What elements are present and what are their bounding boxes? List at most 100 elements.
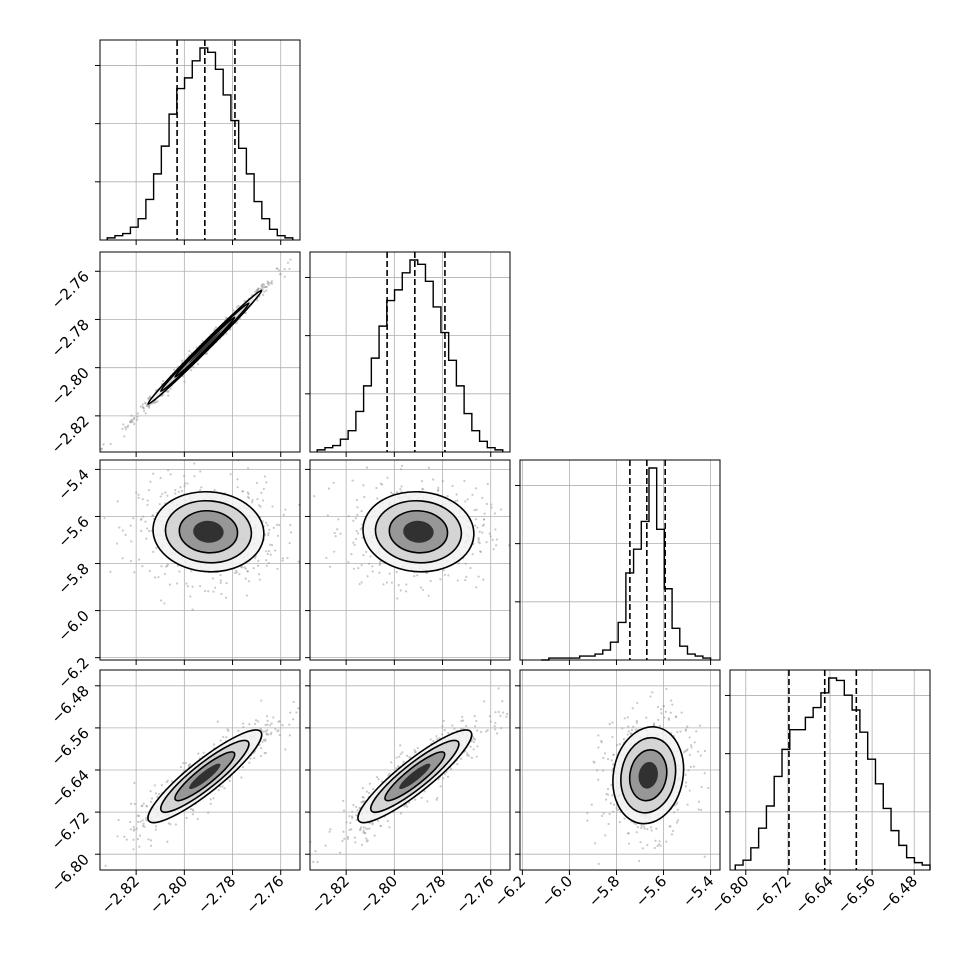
scatter-point xyxy=(262,487,265,491)
scatter-point xyxy=(451,484,454,488)
scatter-point xyxy=(405,590,408,593)
x-tick-label: −2.78 xyxy=(404,872,449,917)
scatter-point xyxy=(278,733,281,737)
scatter-point xyxy=(483,700,486,703)
scatter-point xyxy=(399,468,403,471)
scatter-point xyxy=(683,751,686,754)
scatter-point xyxy=(665,687,668,691)
scatter-point xyxy=(259,287,262,290)
scatter-point xyxy=(455,493,458,496)
scatter-point xyxy=(129,828,132,831)
scatter-point xyxy=(153,401,156,404)
x-tick-label: −6.2 xyxy=(491,872,529,910)
scatter-point xyxy=(241,766,245,769)
scatter-point xyxy=(193,462,196,465)
scatter-point xyxy=(129,802,133,805)
scatter-point xyxy=(146,527,149,530)
scatter-point xyxy=(378,571,381,574)
scatter-point xyxy=(653,724,656,727)
scatter-point xyxy=(267,550,271,553)
scatter-point xyxy=(659,844,662,847)
scatter-point xyxy=(687,769,690,772)
scatter-point xyxy=(133,571,136,574)
scatter-point xyxy=(272,716,275,719)
scatter-point xyxy=(439,578,442,581)
scatter-point xyxy=(492,548,495,551)
scatter-point xyxy=(142,409,146,413)
scatter-point xyxy=(358,583,361,586)
scatter-point xyxy=(688,753,692,756)
scatter-point xyxy=(227,729,230,732)
scatter-point xyxy=(269,733,272,736)
scatter-point xyxy=(660,712,663,715)
scatter-point xyxy=(505,715,508,718)
scatter-point xyxy=(157,793,161,796)
scatter-point xyxy=(175,582,179,585)
scatter-point xyxy=(254,719,258,722)
scatter-point xyxy=(485,502,488,506)
scatter-point xyxy=(179,765,183,769)
scatter-point xyxy=(432,739,435,743)
scatter-point xyxy=(645,716,648,719)
scatter-point xyxy=(189,807,193,811)
scatter-point xyxy=(185,582,188,585)
scatter-point xyxy=(115,542,119,545)
scatter-point xyxy=(699,754,702,757)
scatter-point xyxy=(475,755,478,758)
scatter-point xyxy=(602,812,605,815)
scatter-point xyxy=(469,745,472,748)
scatter-point xyxy=(635,719,638,723)
scatter-point xyxy=(615,806,618,810)
scatter-point xyxy=(476,745,479,748)
scatter-point xyxy=(190,570,193,573)
scatter-point xyxy=(460,719,463,723)
scatter-point xyxy=(465,575,468,578)
scatter-point xyxy=(265,715,269,718)
scatter-point xyxy=(646,828,649,831)
scatter-point xyxy=(154,792,158,795)
scatter-point xyxy=(270,544,274,547)
scatter-point xyxy=(432,478,435,481)
scatter-point xyxy=(612,810,615,813)
scatter-point xyxy=(225,582,228,585)
scatter-point xyxy=(486,482,489,486)
scatter-point xyxy=(327,487,330,490)
scatter-point xyxy=(495,732,499,735)
scatter-point xyxy=(359,826,363,829)
scatter-point xyxy=(266,729,269,732)
scatter-point xyxy=(482,578,485,581)
scatter-point xyxy=(435,735,438,738)
scatter-point xyxy=(482,518,486,521)
scatter-point xyxy=(121,529,124,532)
scatter-point xyxy=(132,829,135,832)
scatter-point xyxy=(178,570,181,573)
scatter-point xyxy=(597,746,600,749)
scatter-point xyxy=(209,802,212,805)
scatter-point xyxy=(627,730,630,733)
scatter-point xyxy=(662,704,665,708)
scatter-point xyxy=(656,844,659,848)
x-tick-label: −6.48 xyxy=(876,872,921,917)
scatter-point xyxy=(456,499,459,502)
scatter-point xyxy=(329,828,332,831)
scatter-point xyxy=(460,757,463,760)
scatter-point xyxy=(270,280,273,283)
scatter-point xyxy=(264,285,267,288)
scatter-point xyxy=(283,275,286,278)
scatter-point xyxy=(142,515,145,518)
scatter-point xyxy=(141,819,144,822)
scatter-point xyxy=(352,567,355,570)
scatter-point xyxy=(670,833,674,836)
scatter-point xyxy=(277,269,281,272)
scatter-point xyxy=(256,720,260,723)
scatter-point xyxy=(236,486,239,489)
scatter-point xyxy=(129,820,132,824)
scatter-point xyxy=(703,855,706,858)
pair-panel-2-1 xyxy=(305,459,511,665)
scatter-point xyxy=(379,560,382,563)
scatter-point xyxy=(477,538,480,541)
scatter-point xyxy=(597,778,600,781)
scatter-point xyxy=(257,564,260,567)
scatter-point xyxy=(490,503,493,506)
scatter-point xyxy=(416,746,419,750)
